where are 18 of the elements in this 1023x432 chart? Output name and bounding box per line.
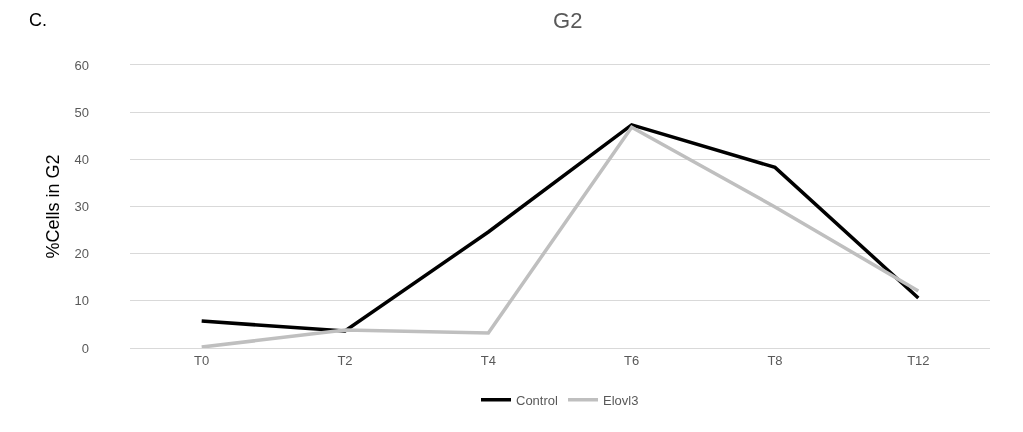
legend-label: Control xyxy=(516,392,559,408)
y-tick-label: 30 xyxy=(74,199,89,215)
x-tick-label: T8 xyxy=(767,352,783,368)
x-tick-label: T6 xyxy=(624,352,640,368)
x-tick-label: T4 xyxy=(480,352,496,368)
y-tick-label: 0 xyxy=(81,340,89,356)
chart-title: G2 xyxy=(553,8,583,34)
y-tick-label: 10 xyxy=(74,293,89,309)
legend-label: Elovl3 xyxy=(603,392,639,408)
y-tick-label: 20 xyxy=(74,246,89,262)
x-tick-label: T2 xyxy=(337,352,353,368)
x-tick-label: T0 xyxy=(194,352,210,368)
x-tick-label: T12 xyxy=(907,352,930,368)
y-tick-label: 60 xyxy=(74,57,89,73)
text: C. xyxy=(29,10,47,30)
y-tick-label: 50 xyxy=(74,104,89,120)
y-tick-label: 40 xyxy=(74,151,89,167)
y-axis-title: %Cells in G2 xyxy=(42,154,63,259)
